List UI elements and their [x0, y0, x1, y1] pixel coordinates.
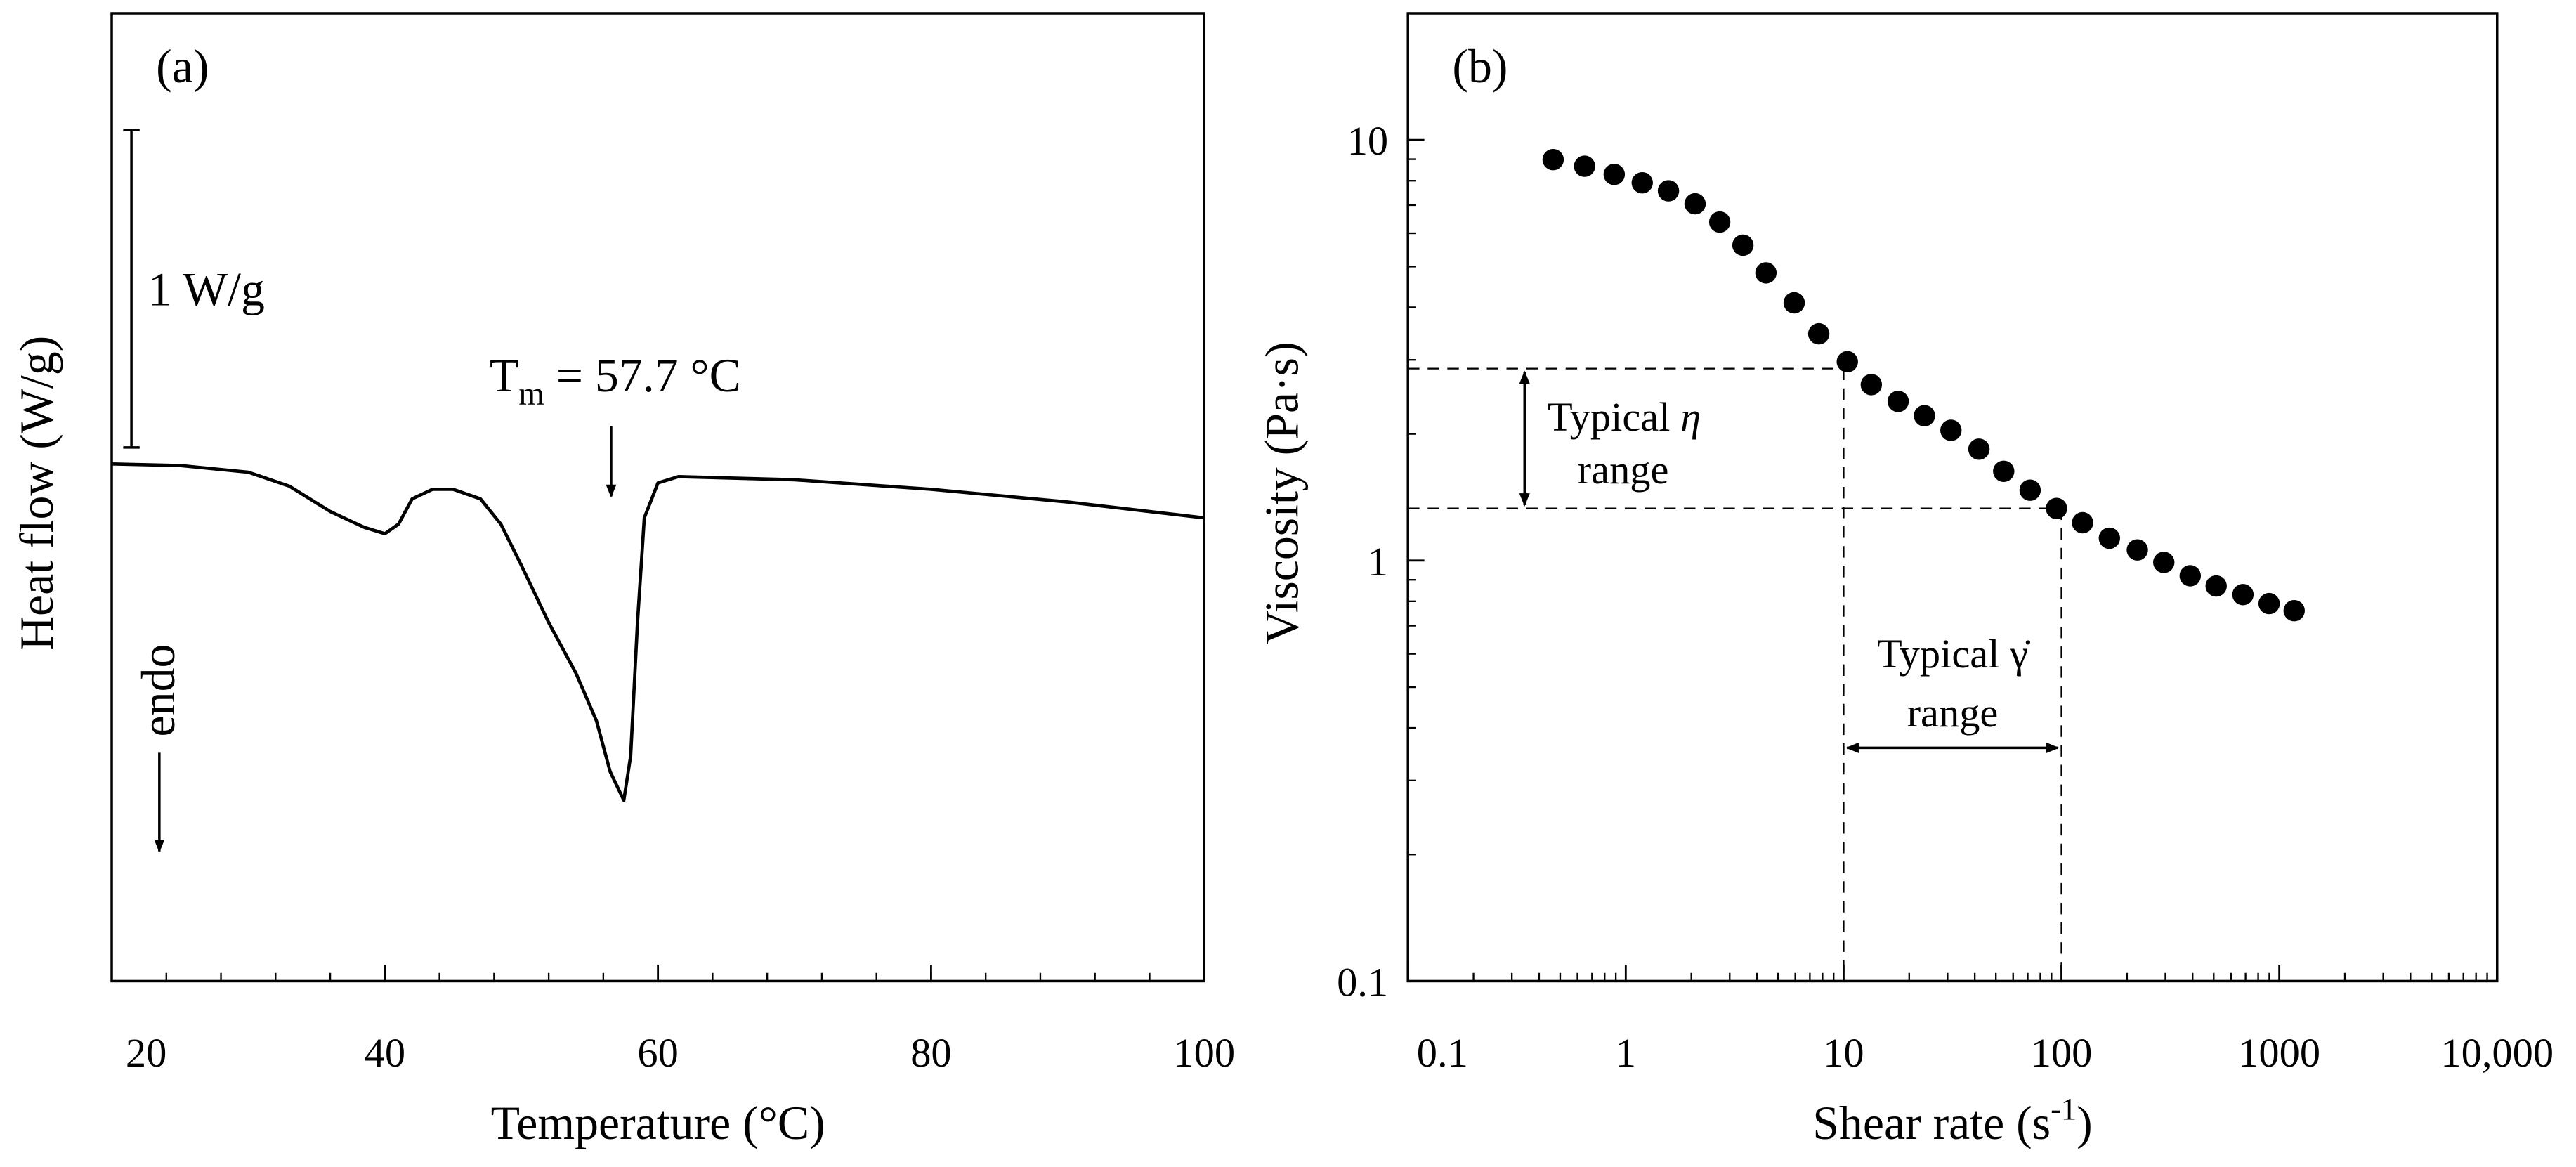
peak-annotation: Tm = 57.7 °C — [490, 349, 741, 412]
x-axis-label-text: Shear rate (s — [1812, 1097, 2051, 1149]
data-point — [2205, 575, 2227, 597]
data-point — [2232, 584, 2254, 606]
eta-annotation: Typical η — [1548, 394, 1701, 440]
x-axis-label-sup: -1 — [2051, 1091, 2077, 1126]
rate-annotation-line2: range — [1907, 690, 1999, 736]
peak-subscript: m — [518, 376, 544, 412]
x-tick-label: 1 — [1616, 1030, 1636, 1076]
data-point — [1860, 374, 1883, 396]
data-point — [1887, 391, 1909, 412]
x-tick-label: 20 — [126, 1030, 166, 1076]
data-point — [2258, 592, 2280, 615]
heat-flow-curve — [111, 462, 1205, 802]
data-point — [2046, 497, 2067, 519]
x-tick-label: 10 — [1823, 1030, 1864, 1076]
plot-frame — [110, 12, 1205, 983]
data-point — [1783, 292, 1805, 314]
y-axis-label: Viscosity (Pa·s) — [1256, 341, 1309, 644]
peak-symbol: T — [490, 349, 518, 402]
data-point — [1914, 405, 1935, 426]
rate-annotation: Typical γ̇ — [1877, 631, 2031, 677]
eta-annotation-line2: range — [1578, 447, 1669, 493]
data-point — [1968, 438, 1990, 460]
data-point — [1732, 234, 1754, 256]
data-point — [1684, 193, 1706, 215]
x-axis-label: Shear rate (s-1) — [1812, 1091, 2093, 1149]
x-axis-label: Temperature (°C) — [491, 1097, 825, 1149]
x-tick-label: 10,000 — [2440, 1030, 2554, 1076]
data-point — [1940, 419, 1962, 441]
panel-label: (b) — [1452, 40, 1508, 93]
x-tick-label: 100 — [1173, 1030, 1235, 1076]
scale-bar-label: 1 W/g — [148, 263, 264, 315]
x-tick-label: 100 — [2031, 1030, 2093, 1076]
eta-text: Typical — [1548, 394, 1680, 440]
eta-symbol: η — [1680, 394, 1701, 440]
x-tick-label: 0.1 — [1417, 1030, 1468, 1076]
data-point — [2179, 565, 2202, 587]
y-tick-label: 0.1 — [1337, 960, 1388, 1005]
data-point — [2283, 599, 2305, 622]
data-point — [1574, 155, 1595, 177]
x-tick-label: 80 — [910, 1030, 951, 1076]
data-point — [1631, 171, 1653, 194]
data-point — [1603, 164, 1626, 185]
data-point — [1708, 211, 1731, 233]
data-point — [2019, 479, 2041, 501]
x-tick-label: 1000 — [2238, 1030, 2320, 1076]
y-axis-label: Heat flow (W/g) — [11, 336, 63, 651]
data-point — [1836, 351, 1858, 373]
data-point — [1993, 460, 2015, 483]
direction-label: endo — [132, 644, 185, 737]
x-tick-label: 60 — [637, 1030, 678, 1076]
data-point — [2072, 511, 2093, 534]
data-point — [1807, 322, 1830, 345]
panel-label: (a) — [156, 40, 209, 93]
data-point — [1542, 148, 1564, 171]
peak-text: = 57.7 °C — [544, 349, 741, 402]
data-point — [1755, 262, 1777, 284]
y-tick-label: 10 — [1347, 118, 1388, 164]
data-point — [2126, 539, 2148, 561]
x-tick-label: 40 — [365, 1030, 405, 1076]
data-point — [1657, 180, 1680, 202]
y-tick-label: 1 — [1368, 539, 1388, 585]
data-point — [2098, 527, 2120, 549]
data-point — [2153, 552, 2175, 573]
x-axis-label-end: ) — [2077, 1097, 2093, 1149]
plot-frame — [1406, 12, 2499, 983]
